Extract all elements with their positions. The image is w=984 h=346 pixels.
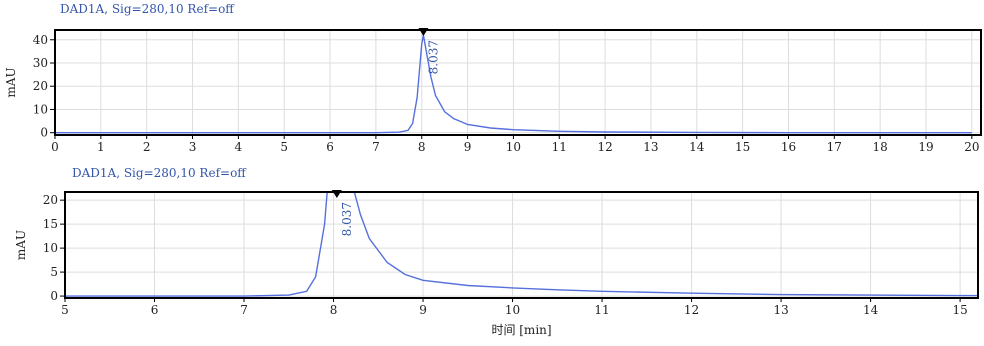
x-tick-label: 12 xyxy=(684,303,699,317)
x-tick-label: 10 xyxy=(505,303,520,317)
x-tick-label: 5 xyxy=(61,303,69,317)
x-tick-label: 20 xyxy=(964,140,979,154)
y-tick-label: 20 xyxy=(33,79,48,93)
y-tick-label: 5 xyxy=(50,265,58,279)
x-tick-label: 6 xyxy=(151,303,159,317)
x-tick-label: 10 xyxy=(506,140,521,154)
x-tick-label: 9 xyxy=(464,140,472,154)
peak-marker xyxy=(418,28,429,36)
x-tick-label: 4 xyxy=(235,140,243,154)
peak-marker xyxy=(331,190,342,198)
x-tick-label: 15 xyxy=(952,303,967,317)
x-tick-label: 11 xyxy=(552,140,567,154)
x-tick-label: 13 xyxy=(773,303,788,317)
x-tick-label: 2 xyxy=(143,140,151,154)
x-tick-label: 16 xyxy=(781,140,796,154)
y-tick-label: 0 xyxy=(40,126,48,140)
y-axis-label: mAU xyxy=(14,230,28,260)
y-tick-label: 40 xyxy=(33,33,48,47)
x-tick-label: 8 xyxy=(330,303,338,317)
x-axis-label: 时间 [min] xyxy=(491,323,551,337)
chart-title: DAD1A, Sig=280,10 Ref=off xyxy=(72,166,247,180)
signal-line xyxy=(55,34,972,134)
x-tick-label: 8 xyxy=(418,140,426,154)
x-tick-label: 9 xyxy=(419,303,427,317)
peak-label: 8.037 xyxy=(426,40,440,74)
x-tick-label: 3 xyxy=(189,140,197,154)
x-tick-label: 14 xyxy=(689,140,705,154)
peak-label: 8.037 xyxy=(340,202,354,236)
y-tick-label: 0 xyxy=(50,289,58,303)
chart-title: DAD1A, Sig=280,10 Ref=off xyxy=(60,2,235,16)
x-tick-label: 11 xyxy=(594,303,609,317)
x-tick-label: 7 xyxy=(240,303,248,317)
x-tick-label: 15 xyxy=(735,140,750,154)
x-tick-label: 13 xyxy=(643,140,658,154)
y-tick-label: 10 xyxy=(33,102,48,116)
y-axis-label: mAU xyxy=(4,67,18,97)
x-tick-label: 6 xyxy=(326,140,334,154)
x-tick-label: 12 xyxy=(597,140,612,154)
x-tick-label: 14 xyxy=(863,303,879,317)
signal-line xyxy=(65,192,978,297)
x-tick-label: 17 xyxy=(827,140,842,154)
y-tick-label: 20 xyxy=(43,193,58,207)
x-tick-label: 5 xyxy=(280,140,288,154)
plot-frame xyxy=(54,29,982,136)
x-tick-label: 19 xyxy=(918,140,933,154)
y-tick-label: 30 xyxy=(33,56,48,70)
plot-frame xyxy=(64,191,979,299)
x-tick-label: 18 xyxy=(873,140,888,154)
x-tick-label: 7 xyxy=(372,140,380,154)
y-tick-label: 10 xyxy=(43,241,58,255)
x-tick-label: 1 xyxy=(97,140,105,154)
x-tick-label: 0 xyxy=(51,140,59,154)
y-tick-label: 15 xyxy=(43,217,58,231)
